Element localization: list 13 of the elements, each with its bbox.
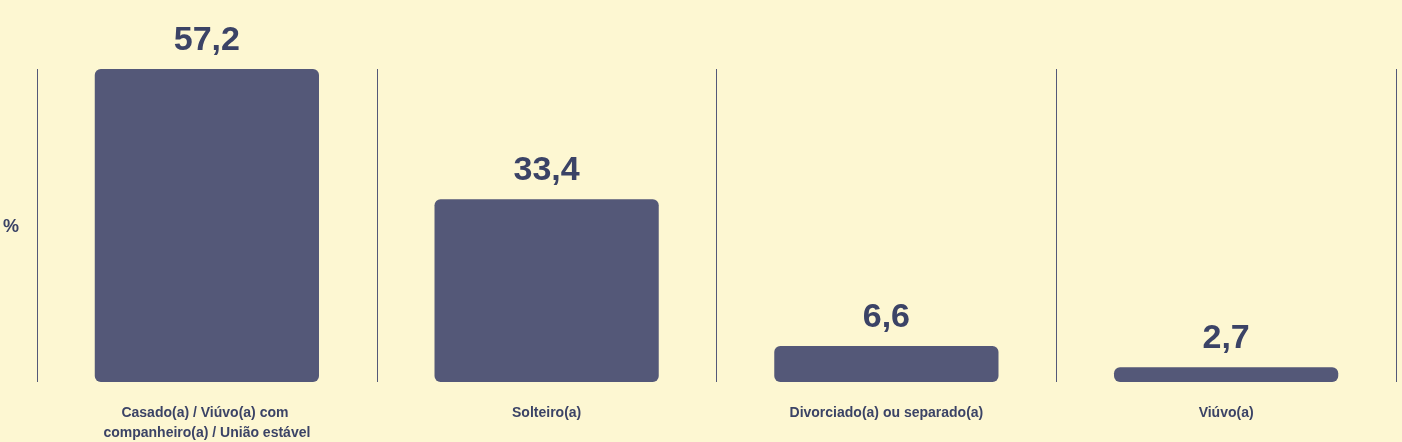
- data-label: 57,2: [173, 19, 240, 57]
- bar: [774, 345, 999, 382]
- bar: [1114, 367, 1339, 382]
- data-label: 2,7: [1202, 317, 1250, 356]
- x-tick-label: Casado(a) / Viúvo(a) com companheiro(a) / União estável: [103, 404, 311, 440]
- data-label: 6,6: [862, 295, 911, 334]
- data-label: 33,4: [513, 149, 580, 188]
- bar: [434, 199, 659, 382]
- x-tick-label: Solteiro(a): [512, 404, 582, 420]
- x-tick-label: Viúvo(a): [1198, 404, 1254, 420]
- x-tick-label: Divorciado(a) ou separado(a): [789, 404, 984, 420]
- bar: [94, 69, 319, 382]
- y-axis-title: %: [2, 215, 19, 236]
